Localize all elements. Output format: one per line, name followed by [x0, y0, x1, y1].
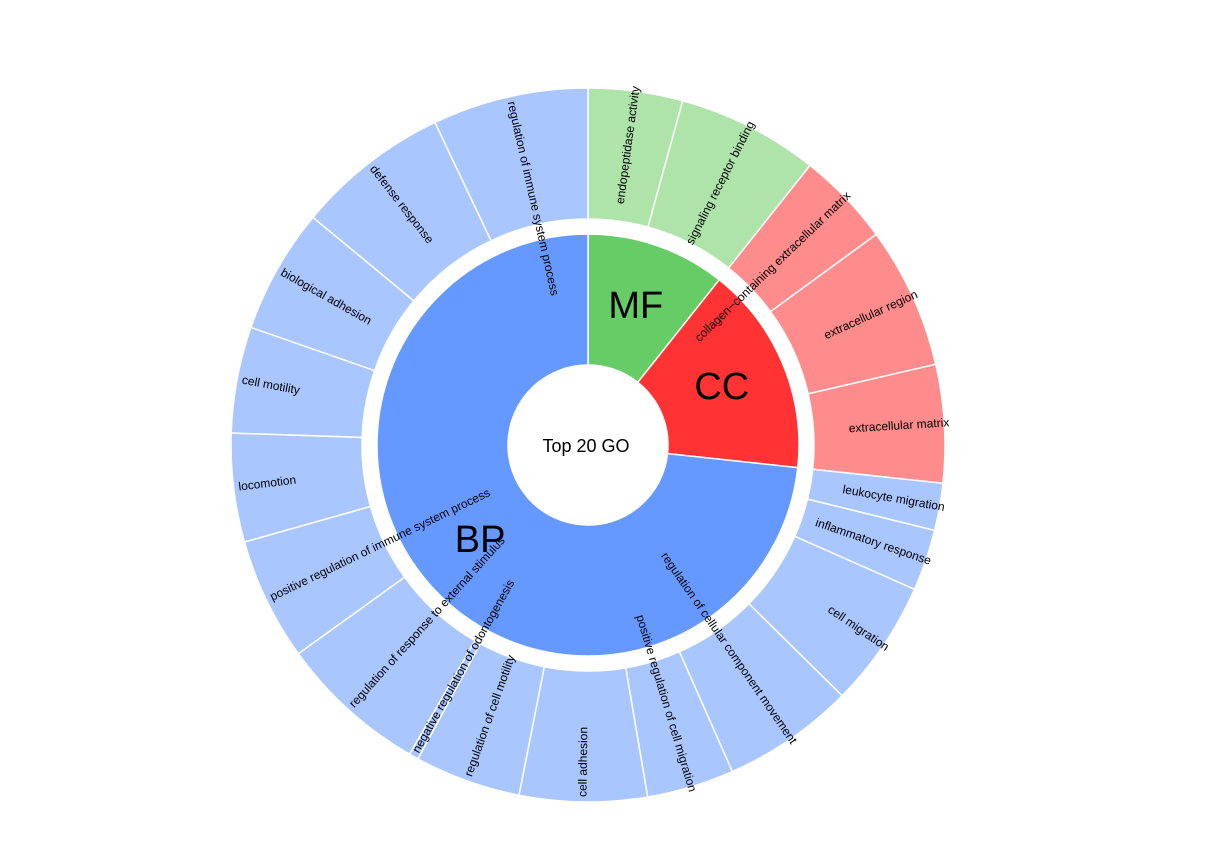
center-hole — [508, 365, 668, 525]
category-label-cc: CC — [694, 366, 749, 408]
label-cell-adhesion: cell adhesion — [575, 727, 590, 797]
category-label-mf: MF — [608, 285, 663, 327]
outer-ring — [230, 87, 946, 803]
center-label: Top 20 GO — [542, 436, 629, 456]
label-extracellular-matrix: extracellular matrix — [848, 415, 949, 435]
segment-regulation-of-immune-system-process — [433, 87, 589, 242]
inner-ring — [376, 233, 800, 657]
category-label-bp: BP — [455, 519, 506, 561]
label-locomotion: locomotion — [238, 473, 297, 494]
